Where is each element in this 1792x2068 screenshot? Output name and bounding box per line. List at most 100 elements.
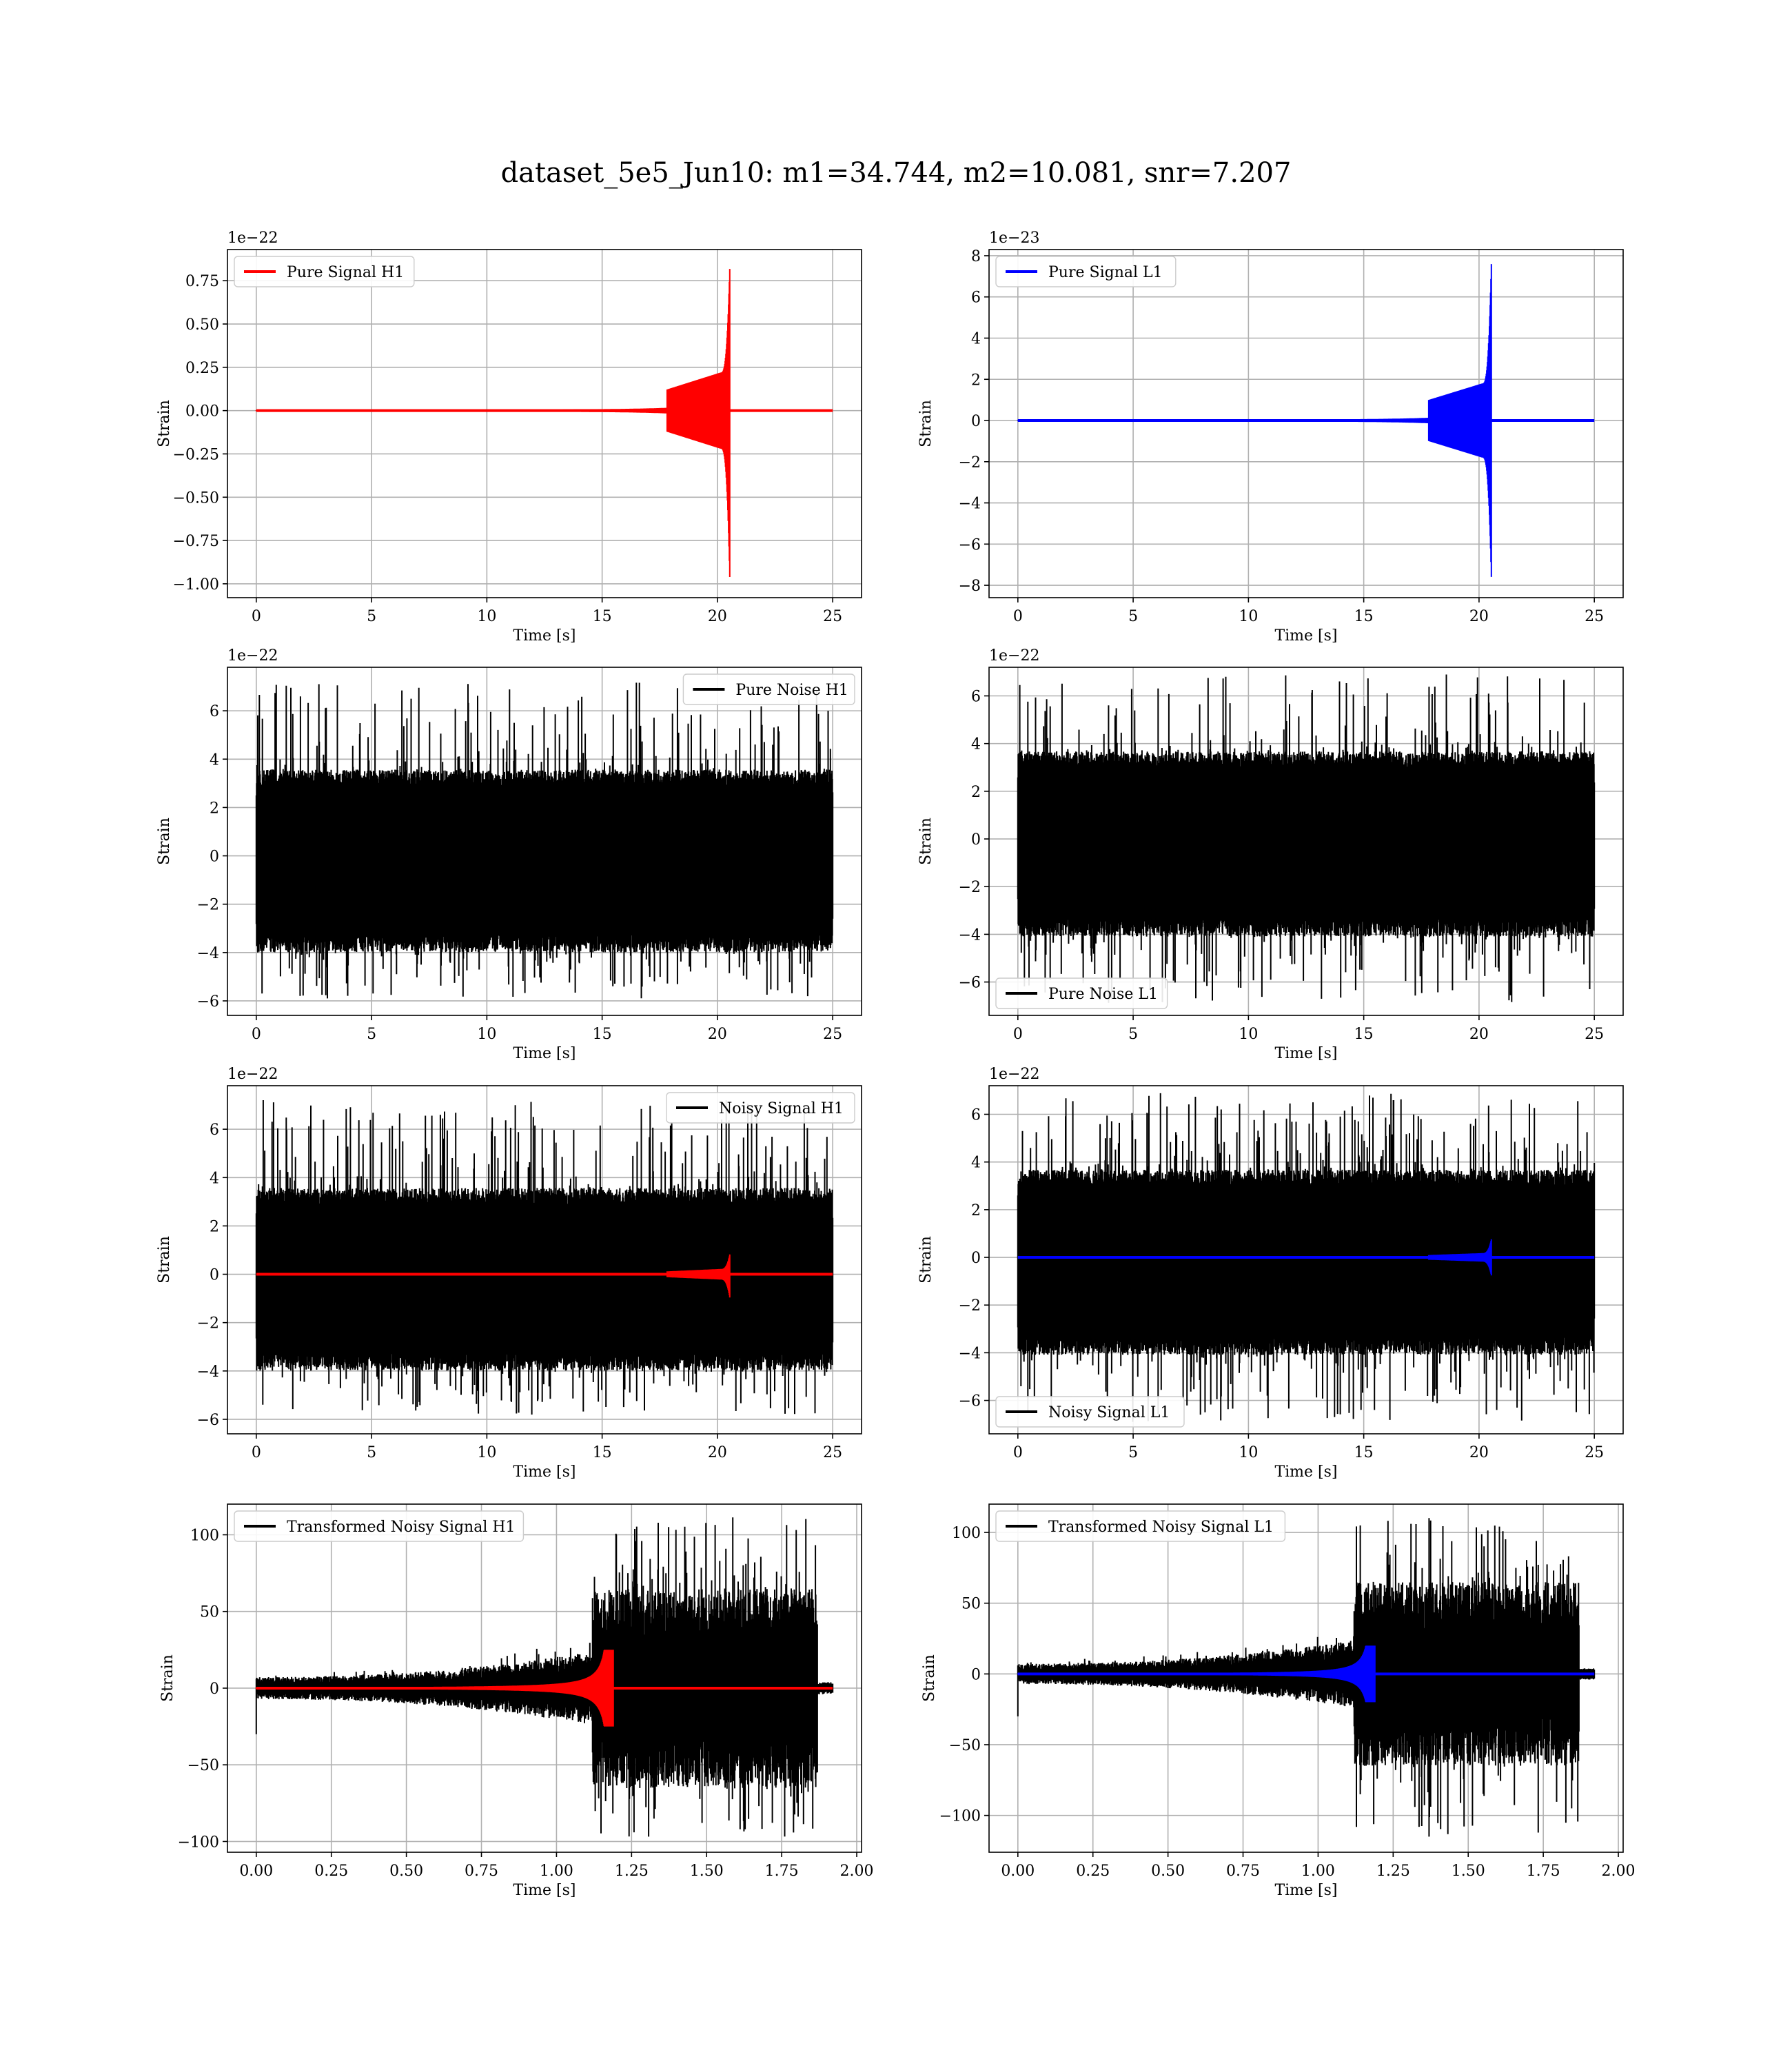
- legend-label: Transformed Noisy Signal L1: [1048, 1519, 1274, 1536]
- legend: Noisy Signal L1: [995, 1396, 1185, 1428]
- offset-text: 1e−22: [227, 647, 278, 665]
- y-tick-label: 100: [952, 1525, 981, 1542]
- legend-box: [682, 673, 855, 705]
- legend: Noisy Signal H1: [666, 1092, 855, 1124]
- x-tick-label: 0.50: [1151, 1863, 1185, 1880]
- x-tick-label: 0.00: [1001, 1863, 1035, 1880]
- y-tick-label: −50: [949, 1737, 981, 1754]
- legend-box: [995, 1396, 1185, 1428]
- y-axis-label: Strain: [159, 1654, 176, 1702]
- legend-label: Pure Noise H1: [735, 682, 848, 699]
- legend-label: Pure Noise L1: [1048, 986, 1158, 1003]
- x-tick-label: 10: [1239, 1026, 1258, 1043]
- x-tick-label: 20: [708, 1444, 727, 1461]
- x-axis-label: Time [s]: [1274, 1882, 1337, 1899]
- legend-label: Noisy Signal H1: [719, 1100, 844, 1117]
- x-tick-label: 5: [367, 1026, 376, 1043]
- x-axis-label: Time [s]: [1274, 1045, 1337, 1062]
- x-tick-label: 0: [1013, 1026, 1023, 1043]
- offset-text: 1e−22: [989, 647, 1039, 665]
- legend: Pure Signal H1: [234, 256, 415, 287]
- y-tick-label: −8: [959, 578, 981, 595]
- y-tick-label: −4: [959, 926, 981, 944]
- y-tick-label: 6: [971, 1107, 981, 1124]
- x-tick-label: 15: [593, 608, 612, 625]
- x-tick-label: 25: [823, 1444, 842, 1461]
- y-tick-label: −0.50: [173, 489, 219, 507]
- x-tick-label: 0.25: [314, 1863, 348, 1880]
- x-tick-label: 1.00: [540, 1863, 573, 1880]
- y-tick-label: −6: [959, 1393, 981, 1410]
- x-tick-label: 20: [708, 608, 727, 625]
- y-tick-label: 50: [961, 1596, 981, 1613]
- y-tick-label: 2: [210, 1218, 219, 1235]
- x-tick-label: 0.25: [1076, 1863, 1110, 1880]
- axes-frame: [988, 249, 1624, 598]
- y-tick-label: 50: [200, 1604, 219, 1621]
- legend-label: Transformed Noisy Signal H1: [287, 1519, 516, 1536]
- y-tick-label: 0: [971, 831, 981, 849]
- y-axis-label: Strain: [917, 400, 935, 447]
- y-tick-label: −2: [959, 879, 981, 896]
- x-tick-label: 1.25: [615, 1863, 649, 1880]
- legend: Pure Signal L1: [995, 256, 1177, 287]
- y-axis-label: Strain: [917, 1236, 935, 1284]
- legend: Pure Noise L1: [995, 977, 1168, 1009]
- x-tick-label: 0: [252, 1026, 261, 1043]
- series-noisy-signal-h1: [255, 1100, 834, 1415]
- offset-text: 1e−22: [989, 1066, 1039, 1083]
- pure-noise-h1-panel: 0 5 10 15 20 25 −6 −4 −2 0 2 4 6 Time [s] Strain 1e−22 P…: [156, 647, 862, 1062]
- legend: Transformed Noisy Signal L1: [995, 1510, 1286, 1542]
- x-tick-label: 5: [1128, 608, 1138, 625]
- y-tick-label: 2: [971, 784, 981, 801]
- x-tick-label: 20: [1469, 1444, 1489, 1461]
- legend-label: Pure Signal L1: [1048, 264, 1163, 281]
- x-tick-label: 1.75: [765, 1863, 799, 1880]
- x-tick-label: 25: [823, 608, 842, 625]
- y-tick-label: −0.25: [173, 446, 219, 463]
- transformed-noisy-signal-h1-panel: 0.00 0.25 0.50 0.75 1.00 1.25 1.50 1.75 2.00 −100…: [159, 1503, 874, 1899]
- y-tick-label: 0: [971, 413, 981, 430]
- x-axis-label: Time [s]: [513, 1882, 576, 1899]
- x-tick-label: 25: [1585, 1026, 1604, 1043]
- y-tick-label: −6: [197, 993, 219, 1011]
- x-tick-label: 20: [1469, 608, 1489, 625]
- y-tick-label: 0.00: [185, 403, 219, 420]
- x-axis-label: Time [s]: [1274, 1463, 1337, 1481]
- figure-title: dataset_5e5_Jun10: m1=34.744, m2=10.081,…: [500, 157, 1292, 189]
- y-tick-label: 0: [210, 1681, 219, 1698]
- y-tick-label: 4: [971, 1155, 981, 1172]
- y-tick-label: 4: [210, 1170, 219, 1187]
- x-tick-label: 0.75: [1226, 1863, 1260, 1880]
- series-transformed-noisy-signal-l1: [1017, 1518, 1596, 1837]
- x-tick-label: 10: [1239, 1444, 1258, 1461]
- x-tick-label: 0.00: [239, 1863, 273, 1880]
- offset-text: 1e−22: [227, 1066, 278, 1083]
- y-tick-label: 100: [190, 1527, 219, 1544]
- y-tick-label: 0: [971, 1666, 981, 1683]
- y-tick-label: −100: [178, 1834, 219, 1851]
- x-tick-label: 2.00: [1602, 1863, 1636, 1880]
- legend-box: [234, 1510, 525, 1542]
- legend-box: [995, 256, 1177, 287]
- y-tick-label: 4: [971, 736, 981, 753]
- y-tick-label: 0: [210, 1267, 219, 1284]
- x-tick-label: 15: [593, 1444, 612, 1461]
- x-tick-label: 5: [1128, 1444, 1138, 1461]
- y-axis-label: Strain: [921, 1654, 938, 1702]
- x-tick-label: 0: [252, 608, 261, 625]
- pure-signal-h1-panel: 0 5 10 15 20 25 −1.00 −0.75 −0.50 −0.25 0.00 0.25 0.…: [156, 230, 862, 645]
- x-tick-label: 5: [367, 1444, 376, 1461]
- x-tick-label: 1.50: [1452, 1863, 1485, 1880]
- x-tick-label: 10: [477, 1444, 496, 1461]
- series-pure-noise-h1: [255, 682, 834, 999]
- pure-signal-l1-panel: 0 5 10 15 20 25 −8 −6 −4 −2 0 2 4 6 8 Time [s] Strain 1e−…: [917, 230, 1624, 645]
- x-tick-label: 0: [1013, 1444, 1023, 1461]
- x-tick-label: 0.50: [389, 1863, 423, 1880]
- series-pure-signal-h1: [255, 269, 731, 577]
- y-tick-label: 6: [971, 689, 981, 706]
- legend-box: [995, 1510, 1286, 1542]
- x-tick-label: 0.75: [465, 1863, 498, 1880]
- x-tick-label: 10: [477, 1026, 496, 1043]
- offset-text: 1e−23: [989, 230, 1039, 247]
